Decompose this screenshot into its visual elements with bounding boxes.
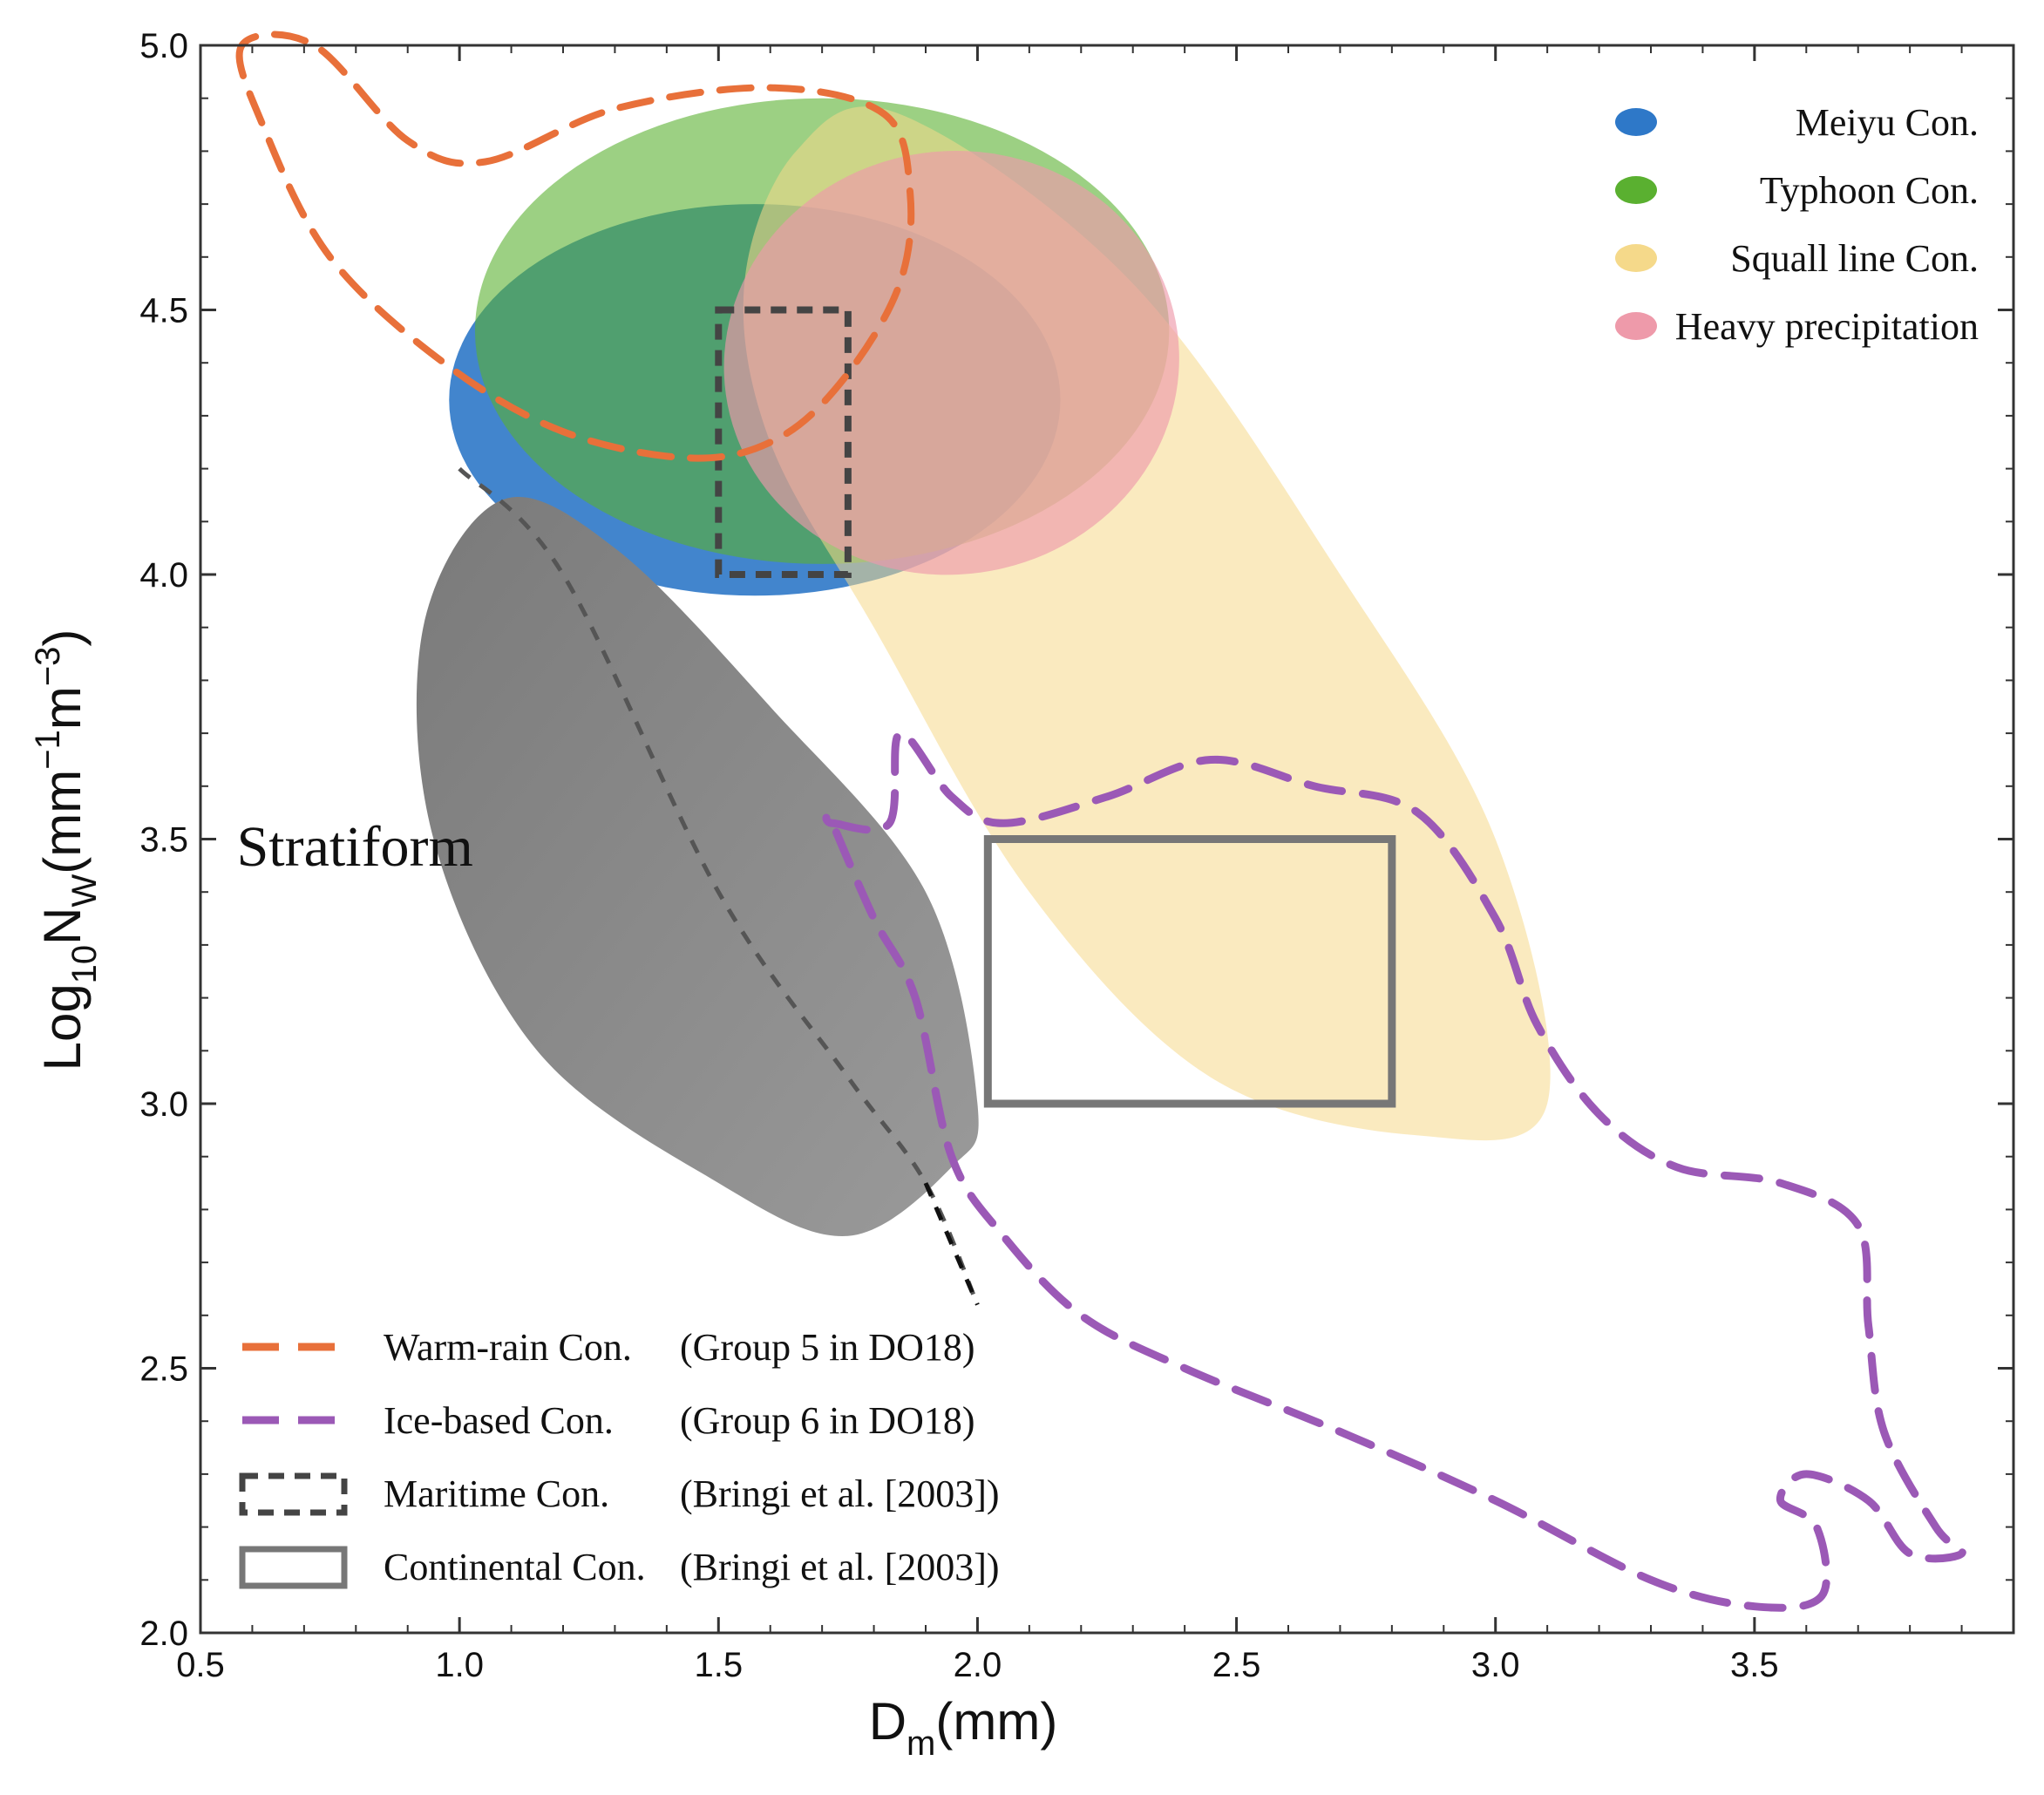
ticks-layer: 0.5 1.0 1.5 2.0 2.5 3.0 3.5 2.0 2.5 3.0 3.5 4.0 4.5 5… xyxy=(139,27,2014,1684)
continental-box xyxy=(983,835,1396,1108)
stratiform-label: Stratiform xyxy=(237,815,473,879)
legend-label: Ice-based Con. xyxy=(384,1399,614,1442)
y-tick-label: 2.5 xyxy=(139,1350,188,1389)
legend-swatch xyxy=(1615,176,1657,204)
lines-layer xyxy=(235,31,1966,1612)
y-tick-label: 4.0 xyxy=(139,556,188,595)
stratiform-fit-line-tail xyxy=(923,1182,980,1306)
legend-label: Squall line Con. xyxy=(1730,237,1979,280)
x-tick-label: 3.0 xyxy=(1471,1646,1520,1684)
legend-label: Warm-rain Con. xyxy=(384,1326,632,1369)
ice-based-contour xyxy=(822,729,1966,1612)
regions-layer xyxy=(416,98,1551,1237)
legend-ref: (Bringi et al. [2003]) xyxy=(680,1472,1000,1515)
y-axis-label: Log10NW(mm−1m−3) xyxy=(29,629,104,1071)
y-label-sub1: 10 xyxy=(65,945,104,984)
legend-label: Heavy precipitation xyxy=(1675,305,1979,348)
legend-bottom-left: Warm-rain Con. (Group 5 in DO18) Ice-based… xyxy=(239,1326,1000,1589)
x-axis-label: Dm(mm) xyxy=(869,1692,1058,1763)
y-tick-label: 4.5 xyxy=(139,292,188,330)
warm-rain-contour xyxy=(235,31,915,462)
stratiform-region xyxy=(416,497,979,1237)
y-label-sub2: W xyxy=(65,874,104,907)
legend-top-right: Meiyu Con. Typhoon Con. Squall line Con. He… xyxy=(1615,101,1979,348)
x-label-sub: m xyxy=(907,1724,935,1763)
x-label-main: D xyxy=(869,1692,907,1751)
x-tick-label: 2.5 xyxy=(1212,1646,1261,1684)
y-tick-label: 5.0 xyxy=(139,27,188,65)
x-tick-label: 3.5 xyxy=(1730,1646,1779,1684)
y-label-sup2: −3 xyxy=(29,647,67,687)
legend-swatch xyxy=(239,1472,348,1516)
legend-swatch xyxy=(1615,312,1657,340)
legend-label: Typhoon Con. xyxy=(1760,169,1979,212)
legend-swatch xyxy=(1615,108,1657,136)
legend-swatch xyxy=(239,1546,348,1589)
legend-ref: (Group 6 in DO18) xyxy=(680,1399,975,1442)
legend-label: Meiyu Con. xyxy=(1796,101,1979,144)
maritime-box xyxy=(715,306,852,578)
y-label-unit-b: m xyxy=(33,686,92,730)
x-label-rest: (mm) xyxy=(935,1692,1057,1751)
y-label-pre: Log xyxy=(33,983,92,1071)
x-tick-label: 2.0 xyxy=(954,1646,1002,1684)
y-label-unit-a: (mm xyxy=(33,770,92,874)
y-label-unit-c: ) xyxy=(33,629,92,647)
y-tick-label: 3.0 xyxy=(139,1085,188,1124)
x-tick-label: 0.5 xyxy=(176,1646,225,1684)
y-tick-label: 3.5 xyxy=(139,821,188,860)
legend-ref: (Bringi et al. [2003]) xyxy=(680,1546,1000,1588)
legend-label: Continental Con. xyxy=(384,1546,646,1588)
heavy-precipitation-region xyxy=(723,151,1179,575)
x-tick-label: 1.0 xyxy=(435,1646,484,1684)
legend-ref: (Group 5 in DO18) xyxy=(680,1326,975,1369)
y-tick-label: 2.0 xyxy=(139,1615,188,1653)
y-label-sup1: −1 xyxy=(29,730,67,770)
stratiform-fit-line xyxy=(458,466,980,1306)
legend-swatch xyxy=(1615,244,1657,272)
legend-label: Maritime Con. xyxy=(384,1472,609,1515)
x-tick-label: 1.5 xyxy=(694,1646,743,1684)
y-label-n: N xyxy=(33,907,92,944)
